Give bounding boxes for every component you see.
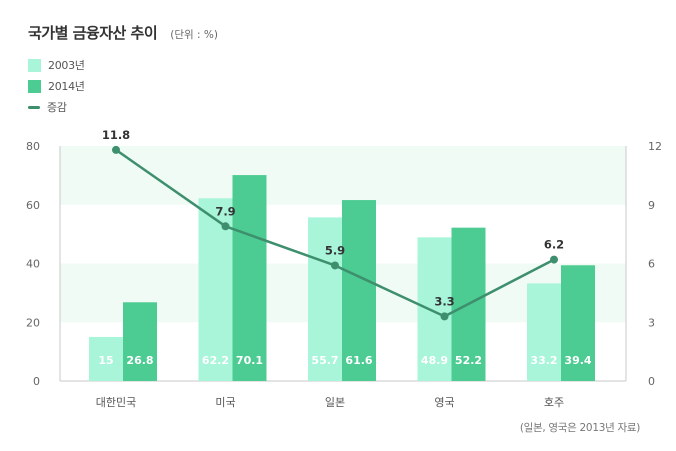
y-tick-label-right: 3 (648, 316, 655, 329)
y-tick-label-right: 12 (648, 140, 662, 153)
y-tick-label-right: 6 (648, 258, 655, 271)
line-value-label: 3.3 (434, 294, 454, 308)
legend-item-change: 증감 (28, 100, 67, 114)
unit-label: (단위 : %) (170, 29, 218, 41)
line-value-label: 6.2 (544, 238, 564, 252)
legend-label-change: 증감 (47, 101, 67, 114)
line-point-change (221, 222, 230, 231)
plot-band (60, 146, 626, 205)
legend-swatch-2003 (28, 58, 41, 72)
bar-2003 (417, 237, 452, 381)
bar-value-label: 48.9 (421, 354, 448, 367)
bar-2003 (527, 283, 561, 381)
x-tick-label: 미국 (215, 396, 235, 409)
legend-swatch-2014 (28, 79, 41, 93)
line-point-change (550, 255, 558, 264)
bar-2014 (561, 265, 595, 381)
bar-value-label: 70.1 (236, 354, 263, 367)
x-tick-label: 대한민국 (96, 396, 136, 409)
bar-value-label: 26.8 (126, 354, 153, 367)
y-tick-label-left: 80 (26, 140, 40, 153)
y-tick-label-left: 0 (33, 375, 40, 388)
bar-2003 (89, 336, 123, 381)
bar-2014 (123, 302, 157, 381)
y-tick-label-right: 0 (648, 375, 655, 388)
line-point-change (112, 145, 120, 154)
y-tick-label-left: 20 (26, 316, 40, 329)
y-tick-label-right: 9 (648, 199, 655, 212)
legend-line-change (28, 105, 40, 109)
line-value-label: 5.9 (325, 243, 345, 257)
line-value-label: 7.9 (215, 204, 235, 218)
line-point-change (331, 261, 339, 270)
bar-value-label: 33.2 (530, 354, 557, 367)
x-tick-label: 호주 (544, 396, 564, 409)
y-tick-label-left: 40 (26, 258, 40, 271)
bar-value-label: 62.2 (202, 354, 229, 367)
line-value-label: 11.8 (102, 128, 130, 142)
y-tick-label-left: 60 (26, 199, 40, 212)
bar-value-label: 61.6 (345, 354, 372, 367)
bar-value-label: 55.7 (311, 354, 338, 367)
chart-title: 국가별 금융자산 추이 (28, 24, 158, 42)
bar-value-label: 15 (98, 354, 113, 367)
bar-value-label: 52.2 (455, 354, 482, 367)
footnote: (일본, 영국은 2013년 자료) (519, 422, 640, 434)
x-tick-label: 영국 (434, 396, 454, 409)
bar-2003 (308, 217, 342, 381)
legend-label-2014: 2014년 (48, 80, 85, 93)
x-tick-label: 일본 (325, 395, 345, 409)
legend-item-2014: 2014년 (28, 79, 85, 93)
legend-label-2003: 2003년 (48, 59, 85, 72)
bar-2014 (342, 200, 376, 381)
line-point-change (440, 312, 449, 321)
legend-item-2003: 2003년 (28, 58, 85, 72)
chart-title-group: 국가별 금융자산 추이 (단위 : %) (28, 22, 218, 43)
bar-2014 (232, 175, 267, 381)
bar-value-label: 39.4 (564, 354, 591, 367)
